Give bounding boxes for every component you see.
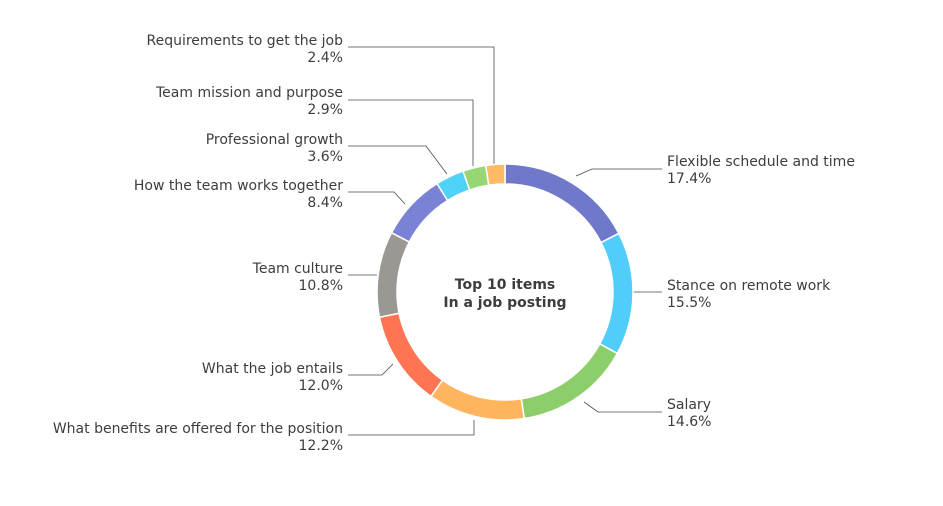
leader-line-8 bbox=[348, 145, 448, 175]
slice-value-5: 12.0% bbox=[299, 378, 343, 394]
slice-1 bbox=[504, 163, 620, 244]
slice-label-3: Salary bbox=[667, 397, 711, 413]
slice-4 bbox=[429, 379, 526, 421]
slice-value-7: 8.4% bbox=[307, 195, 343, 211]
leader-line-4 bbox=[348, 420, 475, 436]
donut-slices bbox=[376, 163, 634, 421]
slice-value-3: 14.6% bbox=[667, 414, 711, 430]
slice-label-5: What the job entails bbox=[202, 361, 343, 377]
slice-value-6: 10.8% bbox=[299, 278, 343, 294]
slice-label-2: Stance on remote work bbox=[667, 278, 831, 294]
slice-value-9: 2.9% bbox=[307, 102, 343, 118]
slice-label-6: Team culture bbox=[252, 261, 343, 277]
center-title-line-1: Top 10 items bbox=[455, 277, 555, 293]
slice-value-4: 12.2% bbox=[299, 438, 343, 454]
leader-line-3 bbox=[583, 401, 662, 413]
slice-5 bbox=[378, 312, 444, 398]
slice-label-7: How the team works together bbox=[134, 178, 343, 194]
leader-line-5 bbox=[348, 363, 394, 376]
leader-line-9 bbox=[348, 99, 474, 166]
slice-7 bbox=[390, 182, 449, 243]
leader-line-7 bbox=[348, 191, 406, 205]
slice-value-1: 17.4% bbox=[667, 171, 711, 187]
slice-value-2: 15.5% bbox=[667, 295, 711, 311]
slice-value-8: 3.6% bbox=[307, 149, 343, 165]
slice-10 bbox=[484, 163, 506, 187]
slice-3 bbox=[520, 342, 619, 420]
slice-value-10: 2.4% bbox=[307, 50, 343, 66]
slice-2 bbox=[598, 232, 634, 355]
center-title-line-2: In a job posting bbox=[443, 295, 566, 311]
slice-label-4: What benefits are offered for the positi… bbox=[53, 421, 343, 437]
leader-lines bbox=[348, 46, 662, 436]
slice-label-9: Team mission and purpose bbox=[155, 85, 343, 101]
slice-6 bbox=[376, 231, 411, 319]
slice-label-1: Flexible schedule and time bbox=[667, 154, 855, 170]
leader-line-10 bbox=[348, 46, 495, 165]
slice-label-8: Professional growth bbox=[206, 132, 343, 148]
slice-label-10: Requirements to get the job bbox=[147, 33, 344, 49]
leader-line-1 bbox=[575, 168, 662, 177]
